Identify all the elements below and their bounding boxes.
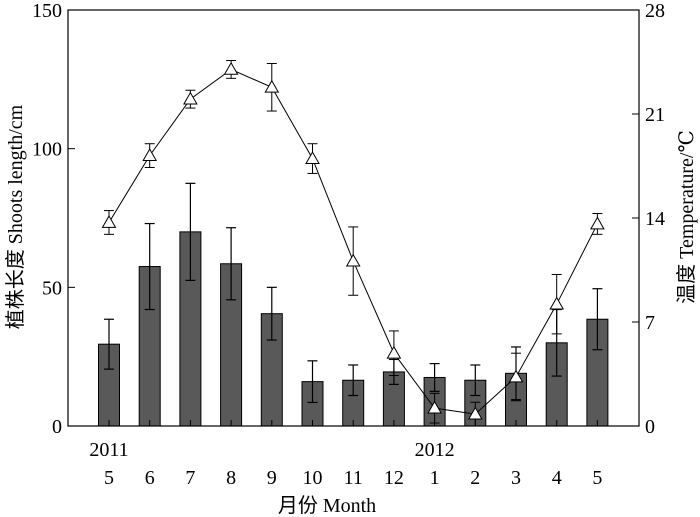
x-tick-label: 5 xyxy=(104,467,114,489)
y-tick-label-right: 28 xyxy=(645,0,665,22)
y-tick-label-left: 150 xyxy=(32,0,62,22)
x-tick-label: 6 xyxy=(145,467,155,489)
x-axis-label: 月份 Month xyxy=(278,494,376,517)
x-tick-label: 5 xyxy=(592,467,602,489)
y-axis-label-left: 植株长度 Shoots length/cm xyxy=(4,104,27,329)
y-tick-label-left: 100 xyxy=(32,139,62,161)
x-tick-label: 1 xyxy=(430,467,440,489)
temperature-point xyxy=(264,79,280,93)
x-tick-label: 2 xyxy=(470,467,480,489)
temperature-point xyxy=(427,400,442,414)
y-tick-label-right: 0 xyxy=(645,416,655,438)
x-tick-label: 9 xyxy=(267,467,277,489)
year-label: 2012 xyxy=(415,439,455,461)
y-tick-label-right: 7 xyxy=(645,312,655,334)
temperature-point xyxy=(345,253,361,267)
temperature-point xyxy=(101,214,117,228)
year-label: 2011 xyxy=(89,439,128,461)
temperature-point xyxy=(305,151,320,164)
y-axis-label-right: 温度 Temperature/℃ xyxy=(675,130,698,304)
temperature-point xyxy=(386,345,402,359)
y-tick-label-right: 14 xyxy=(645,208,665,230)
temperature-point xyxy=(142,148,158,161)
x-tick-label: 12 xyxy=(384,467,404,489)
x-tick-label: 4 xyxy=(552,467,562,489)
y-tick-label-left: 50 xyxy=(42,277,62,299)
y-tick-label-right: 21 xyxy=(645,104,665,126)
temperature-point xyxy=(183,91,198,105)
x-tick-label: 8 xyxy=(226,467,236,489)
x-tick-label: 3 xyxy=(511,467,521,489)
temperature-point xyxy=(223,61,239,75)
x-tick-label: 11 xyxy=(344,467,363,489)
x-tick-label: 7 xyxy=(185,467,195,489)
temperature-point xyxy=(467,406,483,420)
temperature-point xyxy=(549,296,565,310)
temperature-point xyxy=(508,369,524,383)
temperature-point xyxy=(590,216,605,230)
y-tick-label-left: 0 xyxy=(52,416,62,438)
x-tick-label: 10 xyxy=(303,467,323,489)
